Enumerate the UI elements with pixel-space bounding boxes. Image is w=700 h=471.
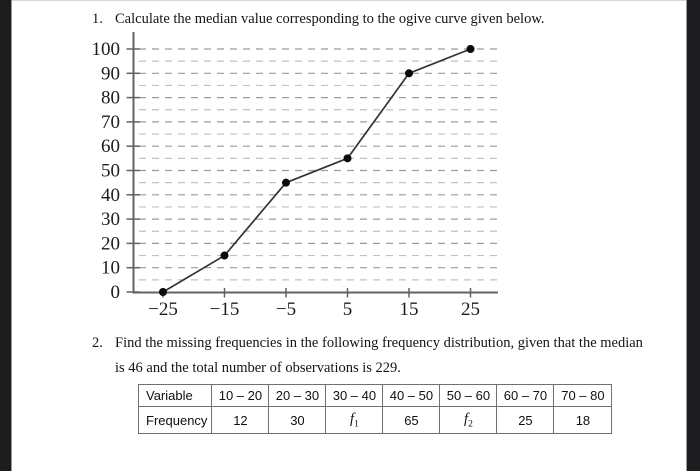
svg-text:20: 20 xyxy=(101,233,120,254)
svg-text:40: 40 xyxy=(101,185,120,206)
tick-marks xyxy=(126,48,472,298)
table-cell: f2 xyxy=(439,406,498,434)
ogive-curve xyxy=(162,48,471,293)
table-cell: Variable xyxy=(137,384,213,407)
svg-text:15: 15 xyxy=(400,299,419,320)
table-cell: f1 xyxy=(325,406,384,434)
svg-text:30: 30 xyxy=(101,209,120,230)
svg-text:60: 60 xyxy=(101,136,120,157)
svg-text:50: 50 xyxy=(101,161,120,182)
table-cell: 10 – 20 xyxy=(211,384,270,407)
tick-labels: 0 10 20 30 40 50 60 70 80 90 100 −25 −15 −5 5 15 25 xyxy=(92,39,481,320)
axes xyxy=(132,32,498,294)
table-cell: 40 – 50 xyxy=(382,384,441,407)
table-cell: 12 xyxy=(211,406,270,434)
svg-text:80: 80 xyxy=(101,88,120,109)
frequency-table: Variable 10 – 20 20 – 30 30 – 40 40 – 50 50 –… xyxy=(137,384,613,434)
problem-1: 1. Calculate the median value correspondi… xyxy=(92,7,545,32)
problem-1-number: 1. xyxy=(92,11,103,27)
table-row-variable: Variable 10 – 20 20 – 30 30 – 40 40 – 50 50 –… xyxy=(137,384,613,407)
svg-text:70: 70 xyxy=(101,112,120,133)
table-row-frequency: Frequency 12 30 f1 65 f2 25 18 xyxy=(137,406,613,434)
ogive-chart: 0 10 20 30 40 50 60 70 80 90 100 −25 −15 −5 5 15 25 xyxy=(85,28,515,320)
table-cell: Frequency xyxy=(137,406,213,434)
left-edge-bar xyxy=(0,0,12,471)
top-divider xyxy=(12,0,686,1)
svg-text:25: 25 xyxy=(461,299,480,320)
svg-text:5: 5 xyxy=(343,299,353,320)
table-cell: 18 xyxy=(553,406,613,434)
problem-2-number: 2. xyxy=(92,335,103,351)
problem-2: 2. Find the missing frequencies in the fo… xyxy=(92,331,643,380)
problem-2-text-line2: is 46 and the total number of observatio… xyxy=(115,359,401,376)
problem-1-text: Calculate the median value corresponding… xyxy=(115,11,545,27)
table-cell: 20 – 30 xyxy=(268,384,327,407)
problem-2-text-line1: Find the missing frequencies in the foll… xyxy=(115,335,643,351)
gridlines xyxy=(139,48,497,281)
svg-text:90: 90 xyxy=(101,63,120,84)
problem-2-line1: 2. Find the missing frequencies in the fo… xyxy=(92,331,643,356)
table-cell: 50 – 60 xyxy=(439,384,498,407)
svg-text:10: 10 xyxy=(101,258,120,279)
table-cell: 30 xyxy=(268,406,327,434)
math-symbol-f: f xyxy=(350,410,355,427)
svg-text:−25: −25 xyxy=(148,299,178,320)
table-cell: 25 xyxy=(496,406,555,434)
data-points xyxy=(159,45,475,296)
table-cell: 70 – 80 xyxy=(553,384,613,407)
svg-text:−5: −5 xyxy=(276,299,296,320)
table-cell: 60 – 70 xyxy=(496,384,555,407)
table-cell: 30 – 40 xyxy=(325,384,384,407)
right-edge-bar xyxy=(686,0,700,471)
svg-text:−15: −15 xyxy=(210,299,240,320)
math-symbol-f: f xyxy=(464,410,469,427)
ogive-chart-svg: 0 10 20 30 40 50 60 70 80 90 100 −25 −15 −5 5 15 25 xyxy=(92,32,498,320)
svg-text:100: 100 xyxy=(92,39,121,60)
table-cell: 65 xyxy=(382,406,441,434)
svg-text:0: 0 xyxy=(111,282,121,303)
